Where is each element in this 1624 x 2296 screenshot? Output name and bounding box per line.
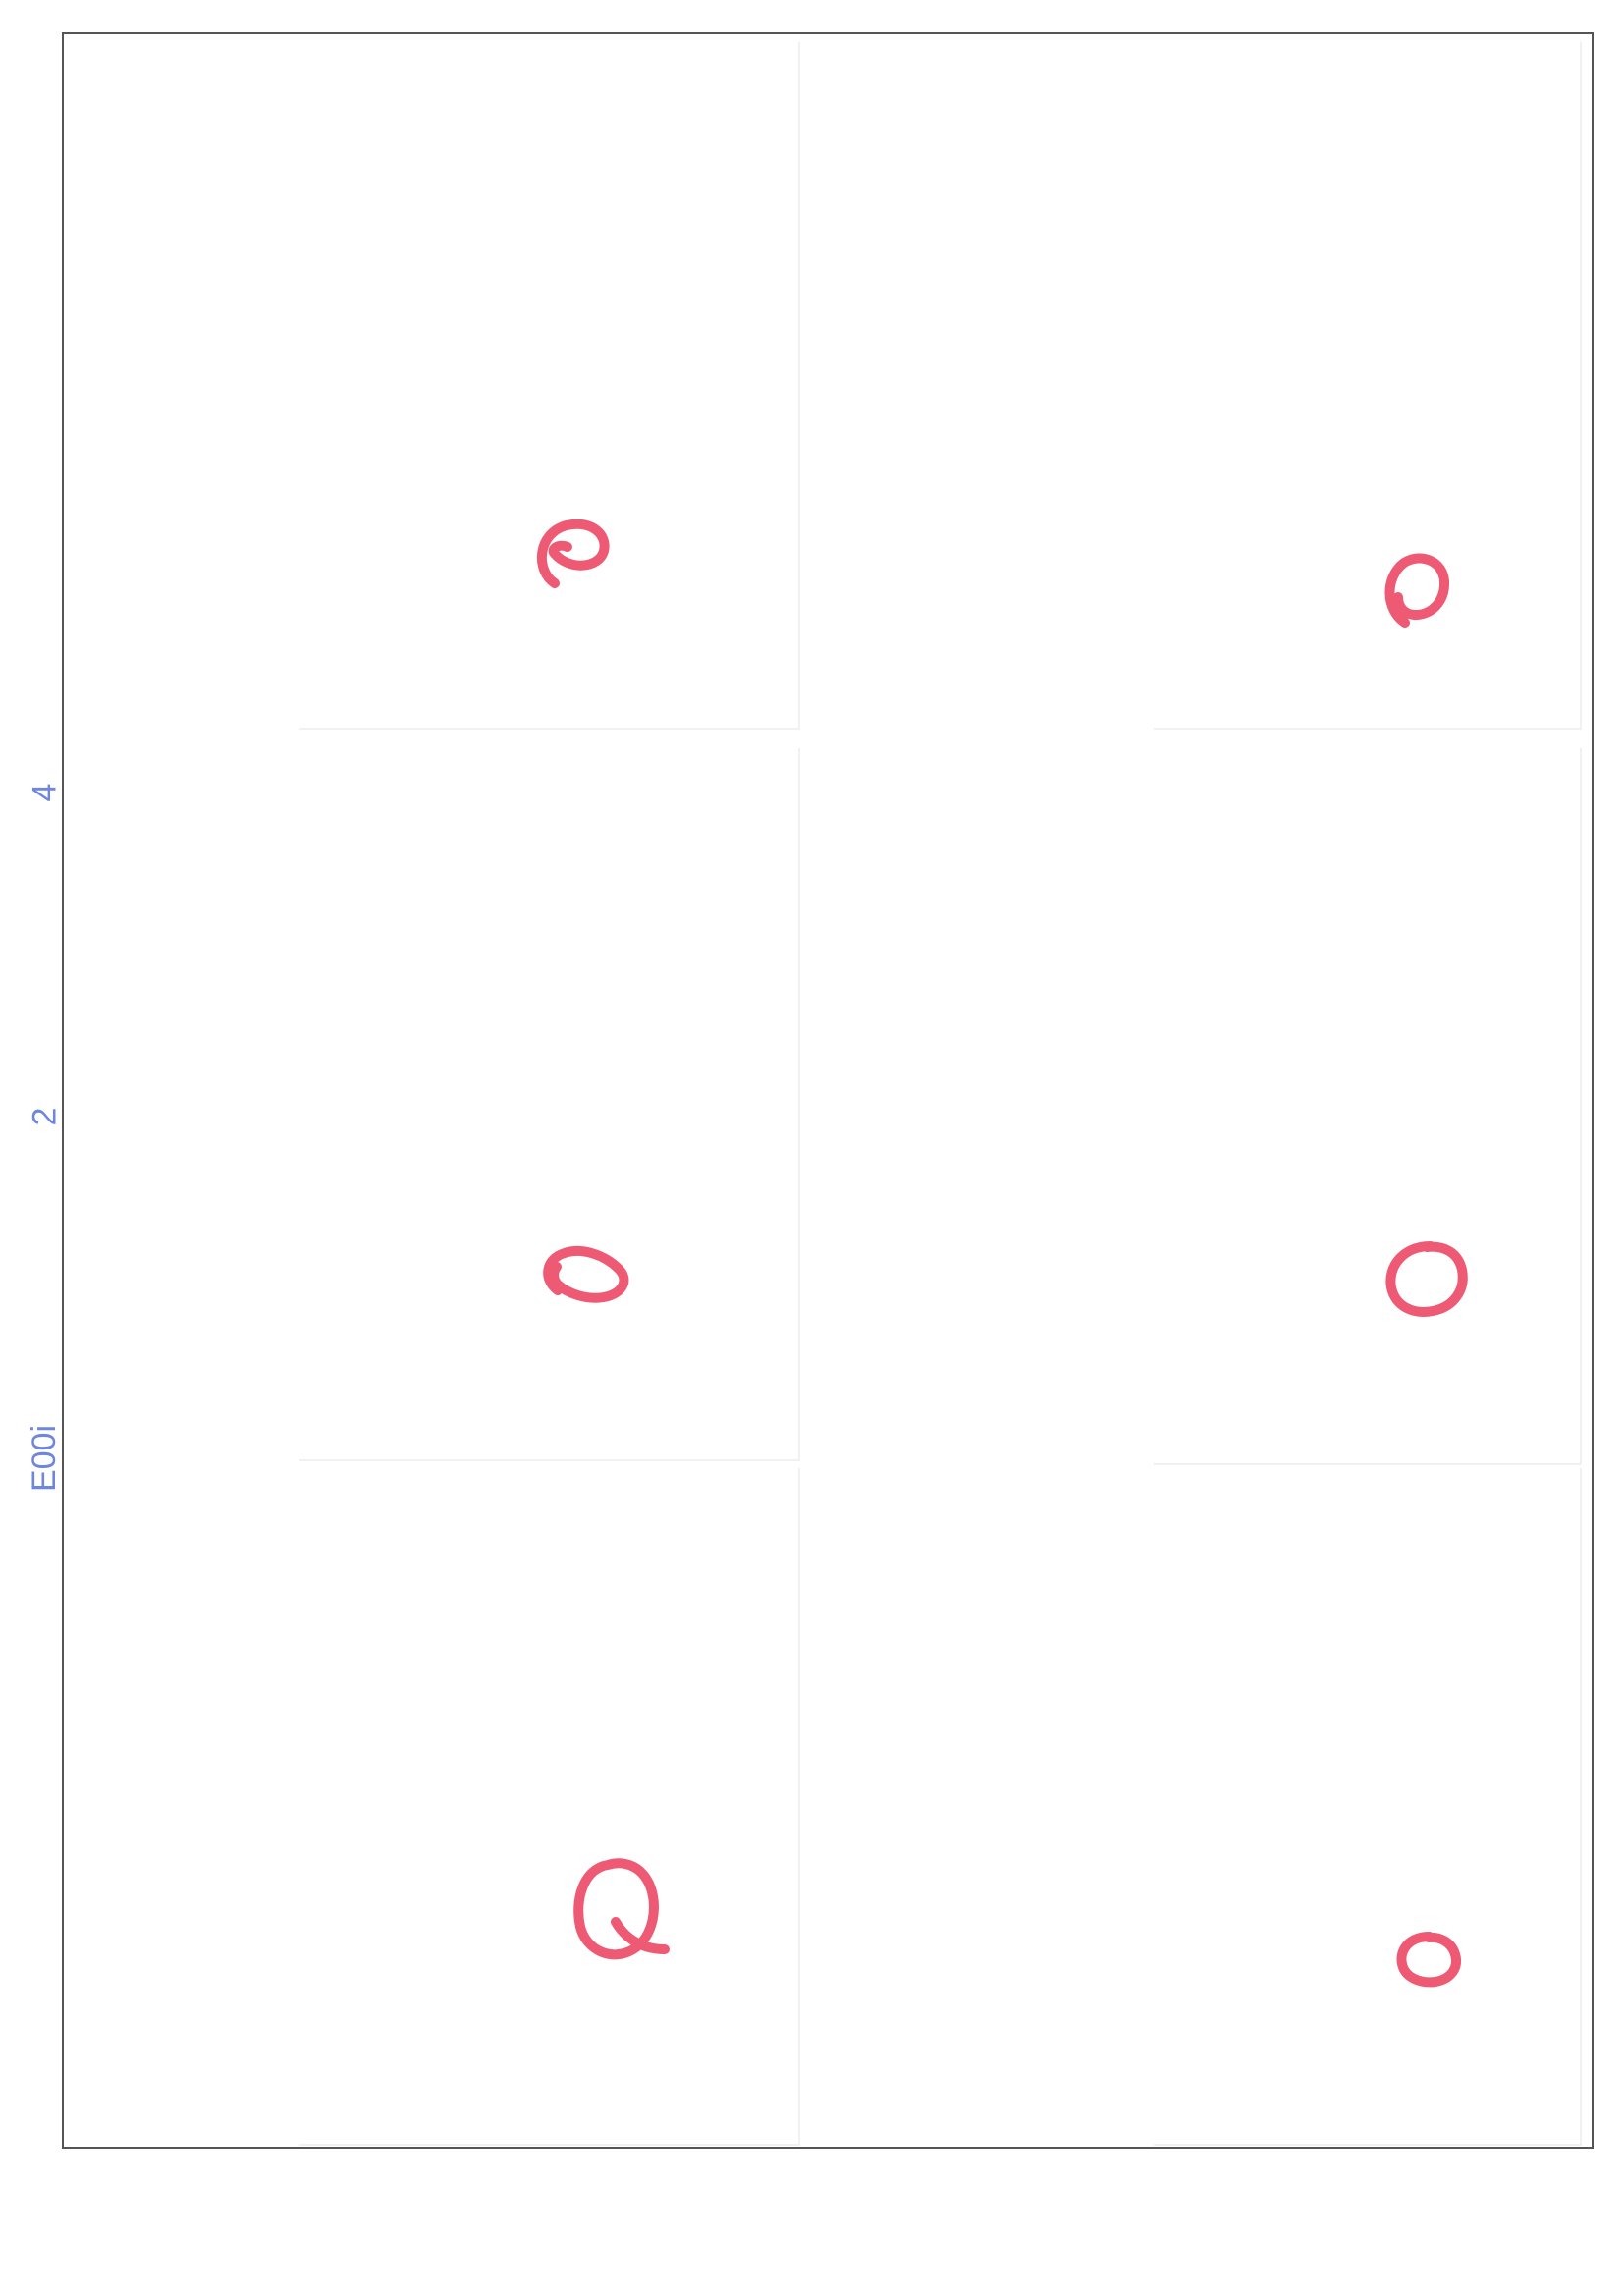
margin-note-top: 4	[26, 783, 64, 802]
mark-4	[1385, 1241, 1468, 1317]
page-frame	[62, 32, 1594, 2149]
panel-top-right	[1154, 42, 1582, 730]
panel-middle-right	[1154, 748, 1582, 1465]
panel-bottom-right	[1154, 1468, 1582, 2146]
mark-3	[543, 1246, 629, 1303]
mark-5	[573, 1858, 670, 1960]
panel-bottom-left	[299, 1468, 800, 2146]
mark-6	[1396, 1932, 1461, 1988]
margin-note-bottom: E00i	[26, 1424, 64, 1493]
margin-note-middle: 2	[26, 1107, 64, 1126]
panel-top-left	[299, 42, 800, 730]
mark-2	[1384, 553, 1449, 628]
mark-1	[536, 519, 610, 588]
panel-middle-left	[299, 748, 800, 1461]
